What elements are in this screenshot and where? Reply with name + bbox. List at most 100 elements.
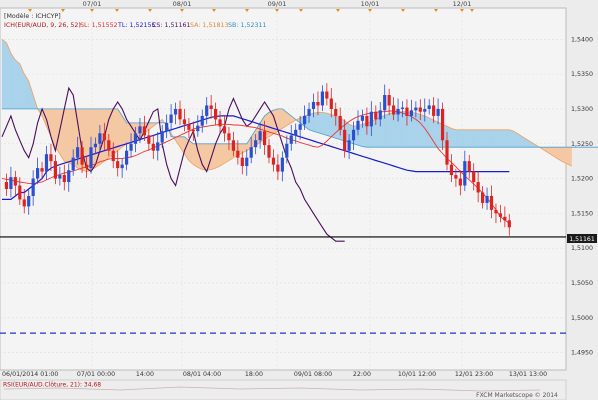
candle-body	[423, 108, 427, 112]
candle-body	[307, 108, 311, 116]
top-date-label: 07/01	[83, 0, 102, 8]
session-marker	[61, 9, 65, 12]
legend-sb: SB: 1,52311	[228, 22, 266, 29]
time-tick-label: 12/01 23:00	[455, 371, 493, 378]
candle-body	[62, 175, 66, 183]
candle-body	[22, 199, 26, 207]
time-tick-label: 07/01 00:00	[77, 371, 115, 378]
candle-body	[320, 91, 324, 106]
candle-body	[209, 105, 213, 109]
session-marker	[115, 9, 119, 12]
candle-body	[129, 143, 133, 151]
candle-body	[40, 168, 44, 172]
time-tick-label: 10/01 12:00	[398, 371, 436, 378]
cloud-segment	[500, 129, 506, 148]
candle-body	[67, 170, 71, 183]
cloud-segment	[486, 129, 492, 148]
cloud-segment	[277, 108, 283, 132]
legend-tl: TL: 1,52155	[117, 22, 156, 29]
candle-body	[4, 182, 9, 189]
plot-area	[0, 7, 567, 371]
cloud-segment	[509, 129, 514, 148]
cloud-segment	[393, 111, 399, 148]
candle-body	[472, 171, 476, 183]
legend-cs: CS: 1,51161	[152, 22, 191, 29]
candle-body	[249, 147, 253, 158]
candle-body	[205, 105, 209, 116]
candle-body	[80, 147, 84, 165]
candle-body	[53, 161, 57, 179]
legend-sl: SL: 1,51552	[80, 22, 118, 29]
price-badge-box	[567, 234, 597, 243]
cloud-segment	[326, 112, 332, 138]
candle-body	[165, 122, 169, 132]
cloud-segment	[313, 112, 319, 133]
candle-body	[31, 178, 35, 196]
model-label: [Modèle : ICHCYP]	[4, 12, 61, 20]
candle-body	[329, 98, 333, 109]
candle-body	[218, 119, 222, 127]
cloud-segment	[491, 129, 497, 148]
candle-body	[200, 115, 204, 126]
session-marker	[90, 9, 94, 12]
candle-body	[173, 108, 178, 115]
candle-body	[481, 192, 485, 203]
candle-body	[440, 108, 445, 141]
candle-body	[311, 101, 316, 109]
cloud-segment	[317, 112, 323, 135]
cloud-segment	[15, 59, 20, 110]
price-tick-label: 1,4950	[571, 350, 593, 357]
session-marker	[180, 9, 184, 12]
candle-body	[120, 164, 124, 169]
candle-body	[36, 168, 40, 179]
candle-body	[125, 150, 129, 165]
cloud-segment	[415, 112, 421, 148]
legend-sa: SA: 1,51813	[190, 22, 228, 29]
candle-body	[27, 195, 31, 207]
candle-body	[503, 216, 507, 221]
footer-credit: FXCM Marketscope © 2014	[476, 392, 558, 399]
candle-body	[178, 108, 182, 120]
candle-body	[76, 147, 80, 158]
chikou-span-line	[1, 86, 345, 242]
candle-body	[93, 143, 98, 148]
session-marker	[460, 9, 464, 12]
price-tick-label: 1,5050	[571, 280, 593, 287]
top-date-label: 10/01	[361, 0, 380, 8]
candle-body	[298, 124, 302, 130]
time-tick-label: 09/01 08:00	[294, 371, 332, 378]
top-date-markers: 07/01 08/01 09/01 10/01 12/01	[83, 0, 472, 8]
candle-body	[267, 145, 271, 158]
session-marker	[212, 9, 216, 12]
cloud-segment	[406, 111, 412, 148]
candle-body	[245, 157, 249, 167]
candle-body	[387, 95, 391, 106]
candle-body	[44, 154, 49, 172]
cloud-segment	[482, 129, 488, 148]
candle-body	[507, 220, 511, 228]
candle-body	[383, 95, 387, 111]
candle-body	[169, 114, 173, 123]
candle-body	[231, 140, 235, 151]
candle-body	[303, 115, 307, 125]
cloud-segment	[384, 113, 390, 148]
candle-body	[258, 131, 262, 141]
candle-body	[142, 126, 146, 136]
price-tick-label: 1,5100	[571, 245, 593, 252]
candle-body	[432, 105, 436, 116]
grid	[0, 8, 566, 370]
time-axis: 06/01/2014 01:00 07/01 00:00 14:00 08/01…	[2, 371, 547, 378]
candle-body	[343, 129, 347, 151]
candle-body	[98, 133, 102, 144]
cloud-segment	[1, 38, 7, 110]
candle-body	[454, 175, 458, 179]
candle-body	[262, 131, 267, 146]
price-axis: 1,5400 1,5350 1,5300 1,5250 1,5200 1,5150 1,51…	[571, 36, 593, 356]
candle-body	[485, 195, 489, 203]
candle-body	[147, 135, 151, 144]
candle-body	[71, 157, 75, 171]
candle-body	[9, 177, 13, 189]
candle-body	[222, 126, 227, 134]
session-marker	[299, 9, 303, 12]
